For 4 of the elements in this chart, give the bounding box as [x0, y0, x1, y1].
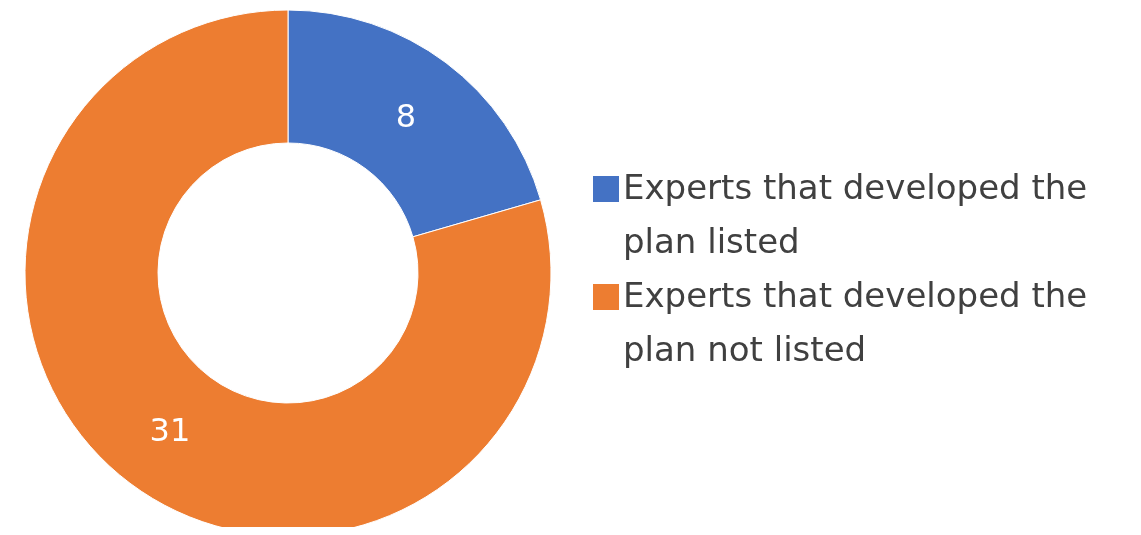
legend-label: Experts that developed the plan not listed [623, 273, 1089, 371]
data-label: 31 [149, 411, 191, 450]
legend-label: Experts that developed the plan listed [623, 165, 1089, 263]
data-label: 8 [395, 96, 417, 135]
